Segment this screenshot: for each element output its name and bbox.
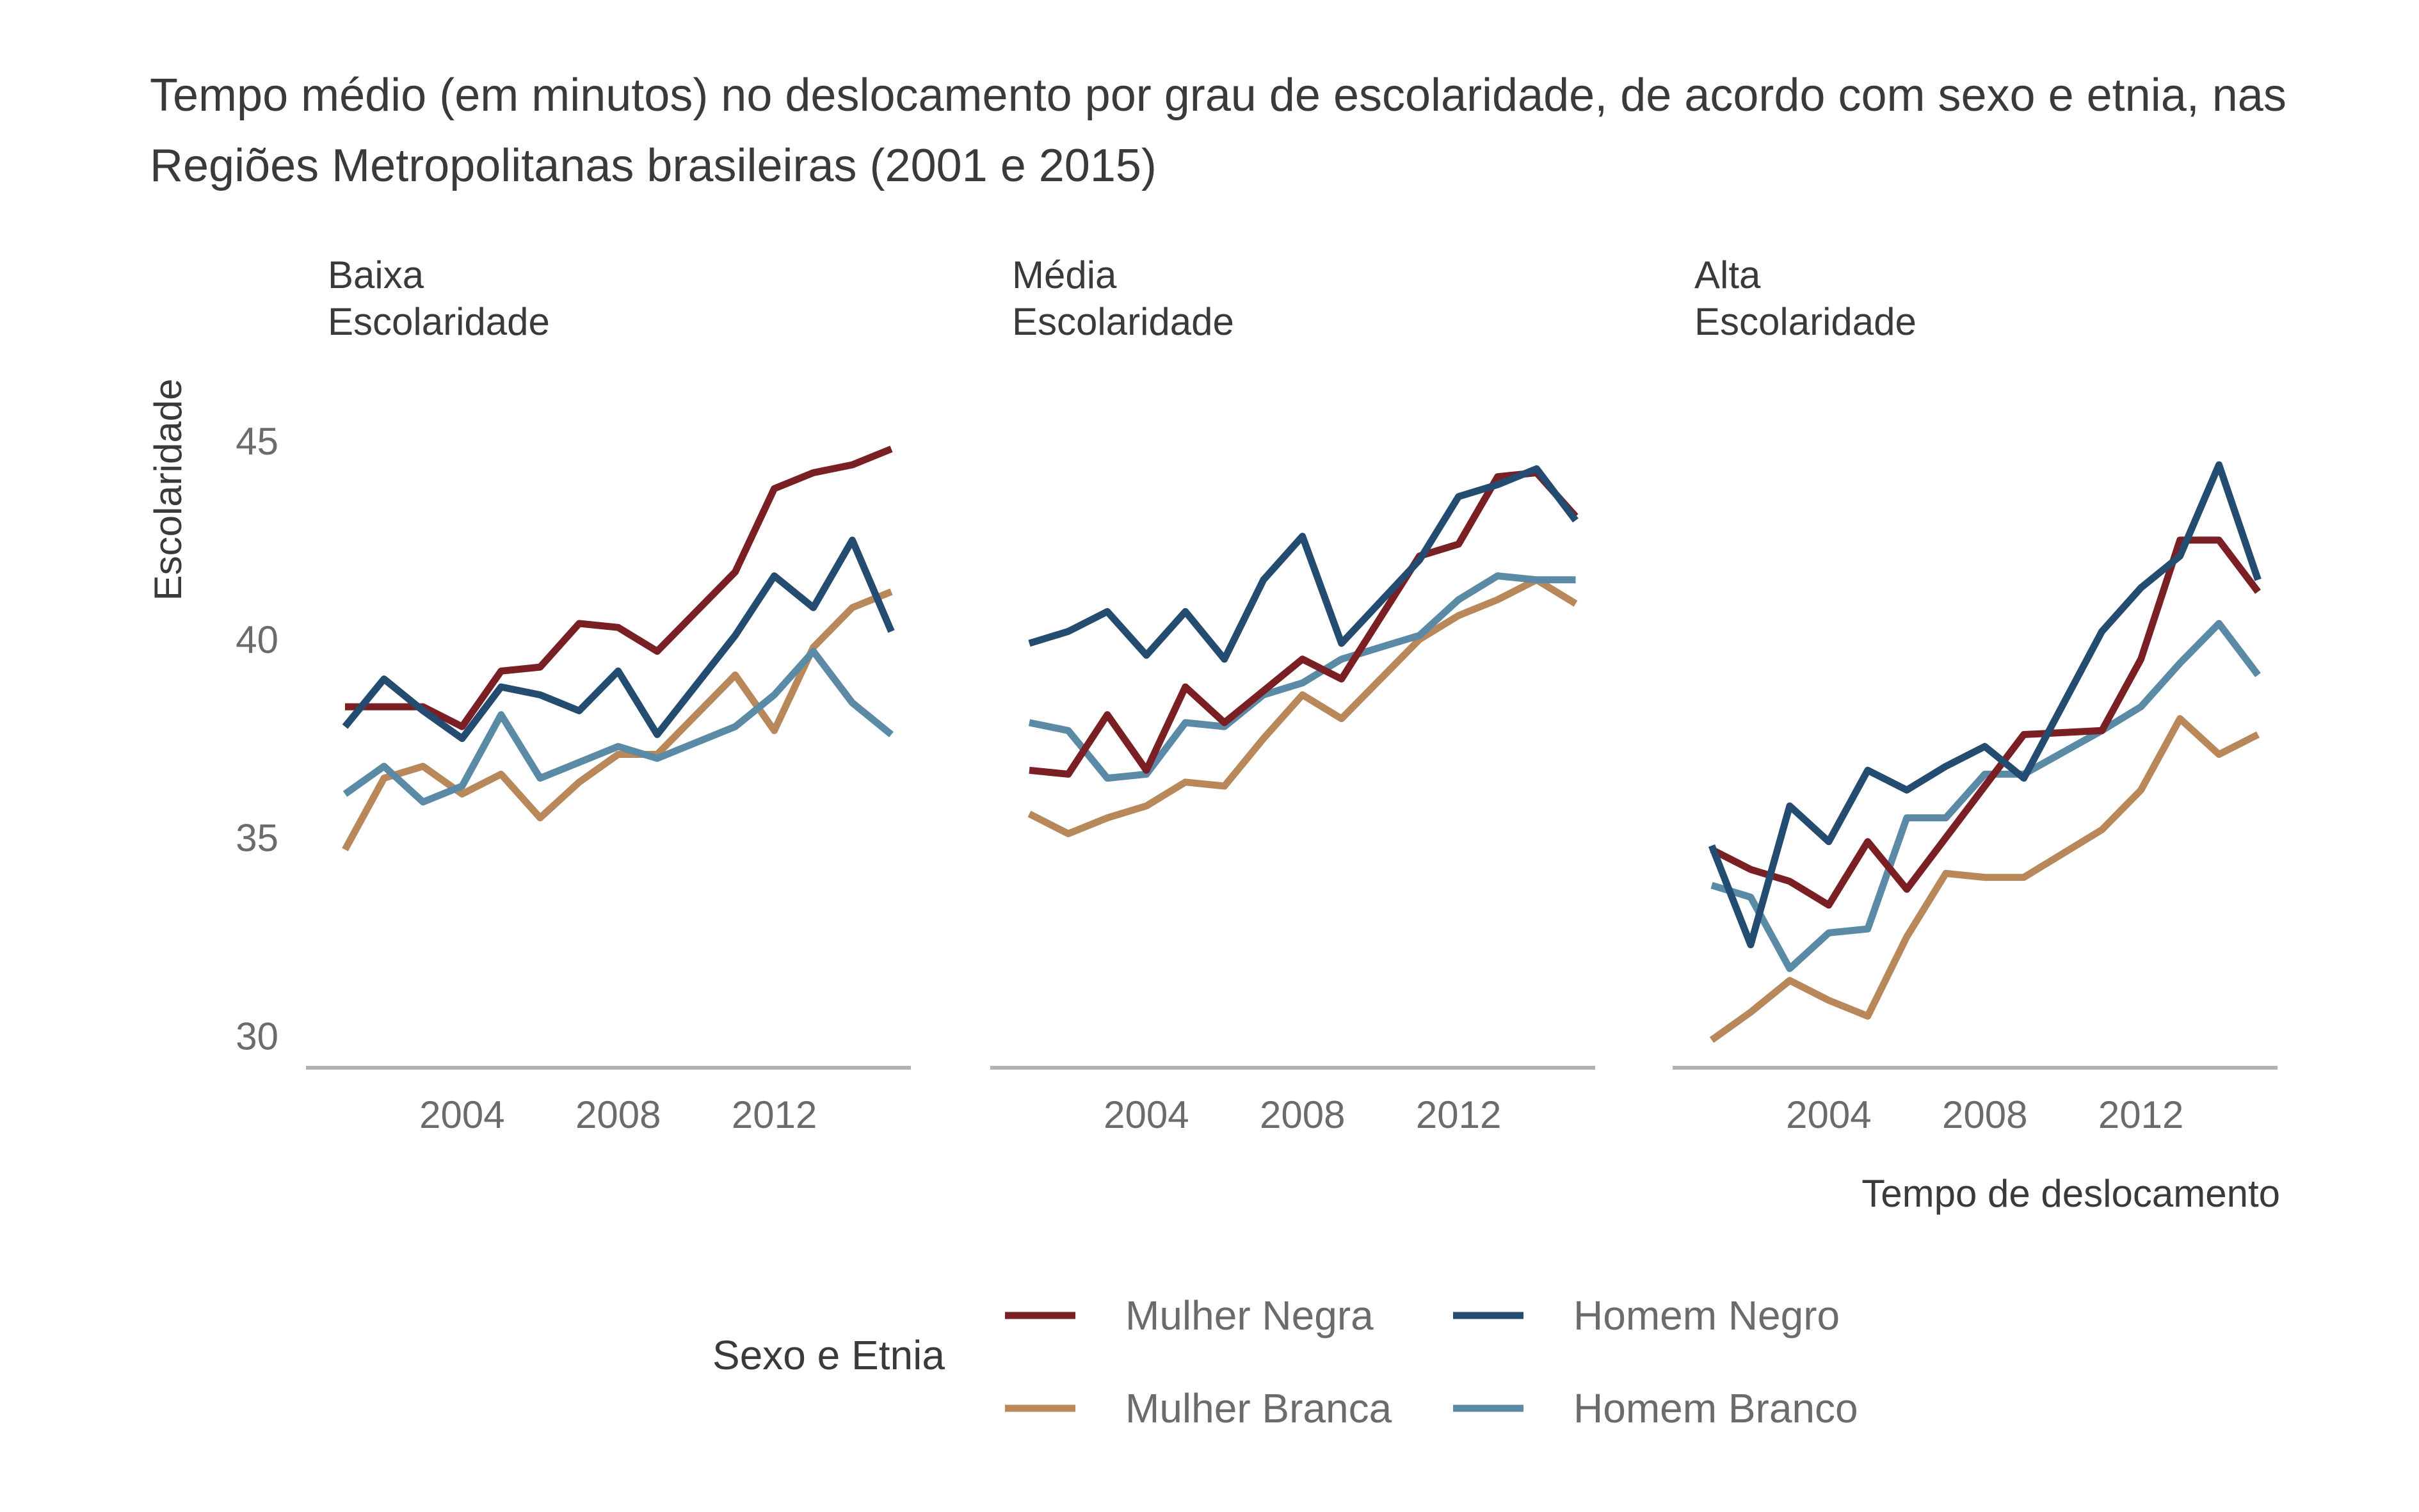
x-tick-label: 2008 [575, 1093, 661, 1136]
chart-title-line-1: Tempo médio (em minutos) no deslocamento… [150, 70, 2286, 121]
y-tick-label: 35 [236, 817, 278, 860]
legend-title: Sexo e Etnia [712, 1332, 945, 1378]
legend: Sexo e Etnia Mulher Negra Homem Negro Mulhe… [712, 1292, 1858, 1431]
series-line-mulher-branca [1027, 576, 1578, 837]
series-line-homem-negro [1708, 461, 2262, 949]
y-tick-label: 40 [236, 618, 278, 661]
facet-label-line: Escolaridade [1012, 300, 1234, 343]
y-tick-label: 30 [236, 1015, 278, 1058]
series-line-homem-branco [342, 647, 894, 806]
legend-item: Homem Branco [1453, 1385, 1858, 1431]
legend-label: Homem Negro [1573, 1292, 1840, 1339]
series-line-homem-negro [342, 536, 895, 743]
series-line-homem-branco [1710, 620, 2261, 972]
legend-label: Mulher Negra [1125, 1292, 1374, 1339]
series-line-mulher-negra [345, 446, 893, 730]
facet-label-line: Escolaridade [1694, 300, 1917, 343]
facet-label-line: Alta [1694, 253, 1761, 296]
facet-label-line: Média [1012, 253, 1117, 296]
series-line-mulher-branca [1709, 715, 2260, 1043]
chart-title-line-2: Regiões Metropolitanas brasileiras (2001… [150, 140, 1157, 191]
x-tick-label: 2012 [1416, 1093, 1501, 1136]
x-tick-label: 2004 [1786, 1093, 1871, 1136]
legend-label: Homem Branco [1573, 1385, 1858, 1431]
x-tick-label: 2004 [1104, 1093, 1189, 1136]
series-line-homem-negro [1028, 465, 1579, 663]
series-line-homem-branco [1028, 572, 1576, 782]
x-tick-label: 2008 [1942, 1093, 2027, 1136]
facet-label-line: Baixa [328, 253, 424, 296]
y-axis-title: Escolaridade [147, 379, 189, 601]
x-tick-label: 2012 [732, 1093, 817, 1136]
x-tick-label: 2004 [419, 1093, 504, 1136]
x-axis-title: Tempo de deslocamento [1861, 1172, 2280, 1215]
legend-item: Mulher Branca [1005, 1385, 1392, 1431]
facet-label-line: Escolaridade [328, 300, 550, 343]
legend-item: Mulher Negra [1005, 1292, 1374, 1339]
legend-label: Mulher Branca [1125, 1385, 1392, 1431]
series-line-mulher-negra [1029, 469, 1579, 778]
legend-item: Homem Negro [1453, 1292, 1840, 1339]
y-tick-label: 45 [236, 420, 278, 463]
x-tick-label: 2012 [2098, 1093, 2183, 1136]
x-tick-label: 2008 [1260, 1093, 1345, 1136]
